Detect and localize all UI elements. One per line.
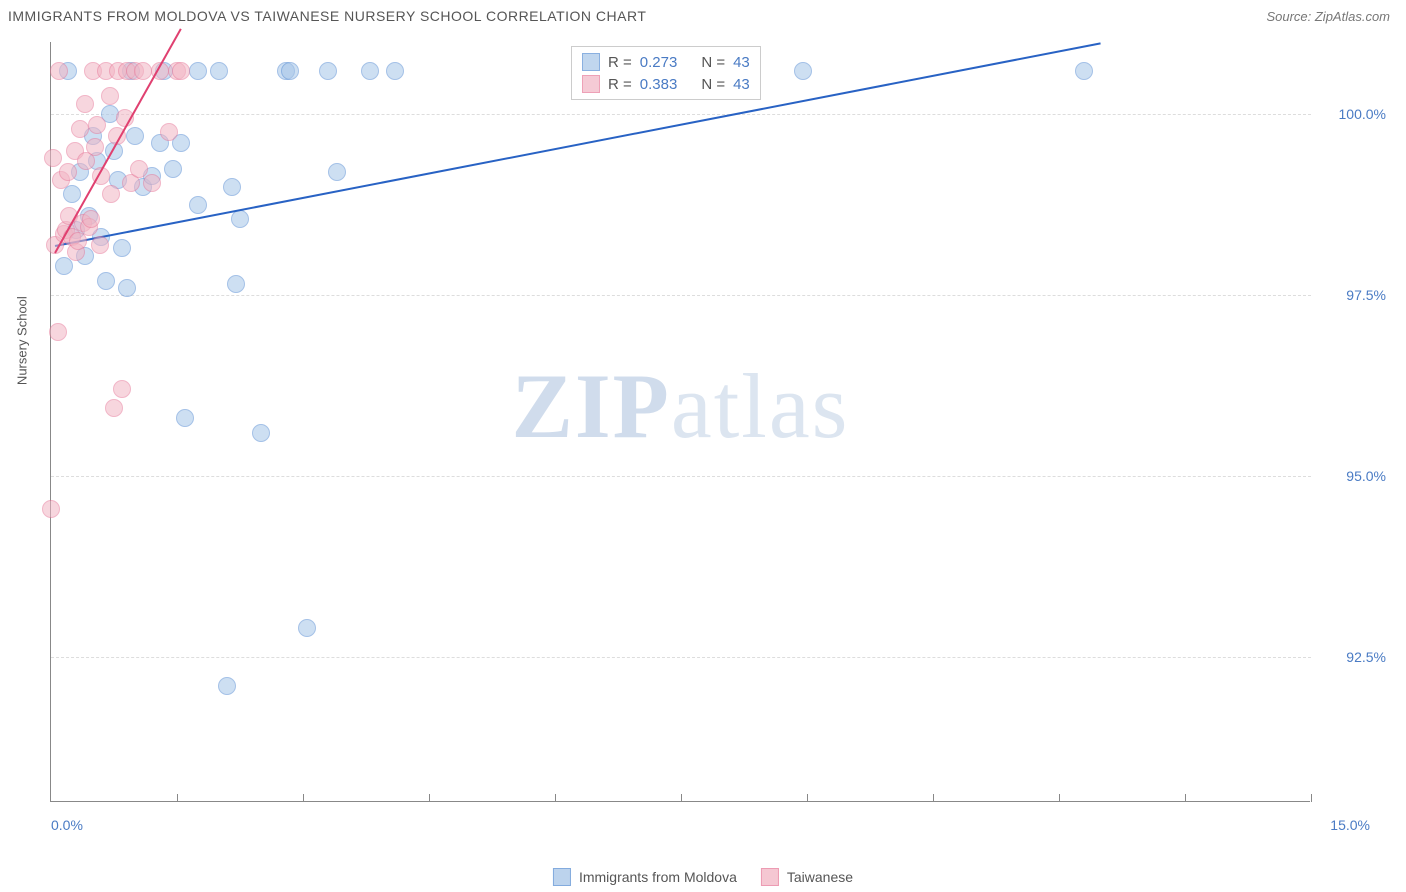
x-tick — [429, 794, 430, 802]
scatter-point — [794, 62, 812, 80]
scatter-point — [172, 62, 190, 80]
source-attribution: Source: ZipAtlas.com — [1266, 9, 1390, 24]
scatter-point — [44, 149, 62, 167]
chart-title: IMMIGRANTS FROM MOLDOVA VS TAIWANESE NUR… — [8, 8, 646, 24]
scatter-point — [227, 275, 245, 293]
scatter-point — [91, 236, 109, 254]
stats-r-value: 0.383 — [640, 76, 678, 93]
scatter-point — [218, 677, 236, 695]
watermark: ZIPatlas — [512, 353, 850, 459]
plot-area: ZIPatlas 92.5%95.0%97.5%100.0%0.0%15.0%R… — [50, 42, 1310, 802]
scatter-point — [134, 62, 152, 80]
stats-n-label: N = — [701, 54, 725, 71]
scatter-point — [102, 185, 120, 203]
scatter-point — [55, 257, 73, 275]
y-axis-label: Nursery School — [15, 296, 30, 385]
scatter-point — [82, 210, 100, 228]
scatter-point — [105, 399, 123, 417]
scatter-point — [189, 196, 207, 214]
scatter-point — [42, 500, 60, 518]
scatter-point — [113, 239, 131, 257]
scatter-point — [143, 174, 161, 192]
chart-legend: Immigrants from Moldova Taiwanese — [553, 868, 853, 886]
chart-header: IMMIGRANTS FROM MOLDOVA VS TAIWANESE NUR… — [0, 0, 1406, 28]
x-tick-label-left: 0.0% — [51, 817, 83, 833]
scatter-point — [76, 95, 94, 113]
x-tick — [1185, 794, 1186, 802]
scatter-point — [386, 62, 404, 80]
legend-swatch — [761, 868, 779, 886]
stats-r-label: R = — [608, 76, 632, 93]
y-tick-label: 100.0% — [1326, 106, 1386, 122]
scatter-point — [1075, 62, 1093, 80]
y-tick-label: 95.0% — [1326, 468, 1386, 484]
gridline-horizontal — [51, 657, 1311, 658]
gridline-horizontal — [51, 476, 1311, 477]
watermark-zip: ZIP — [512, 355, 671, 457]
scatter-point — [86, 138, 104, 156]
scatter-point — [252, 424, 270, 442]
x-tick-label-right: 15.0% — [1330, 817, 1370, 833]
scatter-point — [97, 272, 115, 290]
x-tick — [177, 794, 178, 802]
stats-n-label: N = — [701, 76, 725, 93]
x-tick — [555, 794, 556, 802]
x-tick — [933, 794, 934, 802]
scatter-point — [50, 62, 68, 80]
stats-r-value: 0.273 — [640, 54, 678, 71]
scatter-point — [49, 323, 67, 341]
watermark-atlas: atlas — [671, 355, 850, 457]
x-tick — [1059, 794, 1060, 802]
scatter-point — [328, 163, 346, 181]
x-tick — [681, 794, 682, 802]
gridline-horizontal — [51, 114, 1311, 115]
legend-label: Taiwanese — [787, 869, 853, 885]
gridline-horizontal — [51, 295, 1311, 296]
x-tick — [303, 794, 304, 802]
legend-item: Taiwanese — [761, 868, 853, 886]
legend-swatch — [553, 868, 571, 886]
y-tick-label: 92.5% — [1326, 649, 1386, 665]
scatter-point — [101, 87, 119, 105]
stats-swatch — [582, 75, 600, 93]
y-tick-label: 97.5% — [1326, 287, 1386, 303]
scatter-point — [113, 380, 131, 398]
scatter-point — [319, 62, 337, 80]
scatter-point — [59, 163, 77, 181]
stats-row: R = 0.273 N = 43 — [582, 51, 750, 73]
scatter-point — [63, 185, 81, 203]
scatter-point — [164, 160, 182, 178]
stats-row: R = 0.383 N = 43 — [582, 73, 750, 95]
stats-n-value: 43 — [733, 76, 750, 93]
scatter-point — [160, 123, 178, 141]
scatter-point — [189, 62, 207, 80]
scatter-point — [231, 210, 249, 228]
x-tick — [1311, 794, 1312, 802]
stats-swatch — [582, 53, 600, 71]
scatter-point — [118, 279, 136, 297]
scatter-point — [210, 62, 228, 80]
scatter-point — [361, 62, 379, 80]
scatter-point — [223, 178, 241, 196]
scatter-point — [88, 116, 106, 134]
stats-r-label: R = — [608, 54, 632, 71]
x-tick — [807, 794, 808, 802]
stats-n-value: 43 — [733, 54, 750, 71]
chart-container: Nursery School ZIPatlas 92.5%95.0%97.5%1… — [50, 42, 1390, 832]
stats-box: R = 0.273 N = 43 R = 0.383 N = 43 — [571, 46, 761, 100]
scatter-point — [281, 62, 299, 80]
scatter-point — [176, 409, 194, 427]
legend-label: Immigrants from Moldova — [579, 869, 737, 885]
scatter-point — [298, 619, 316, 637]
scatter-point — [126, 127, 144, 145]
scatter-point — [71, 120, 89, 138]
legend-item: Immigrants from Moldova — [553, 868, 737, 886]
